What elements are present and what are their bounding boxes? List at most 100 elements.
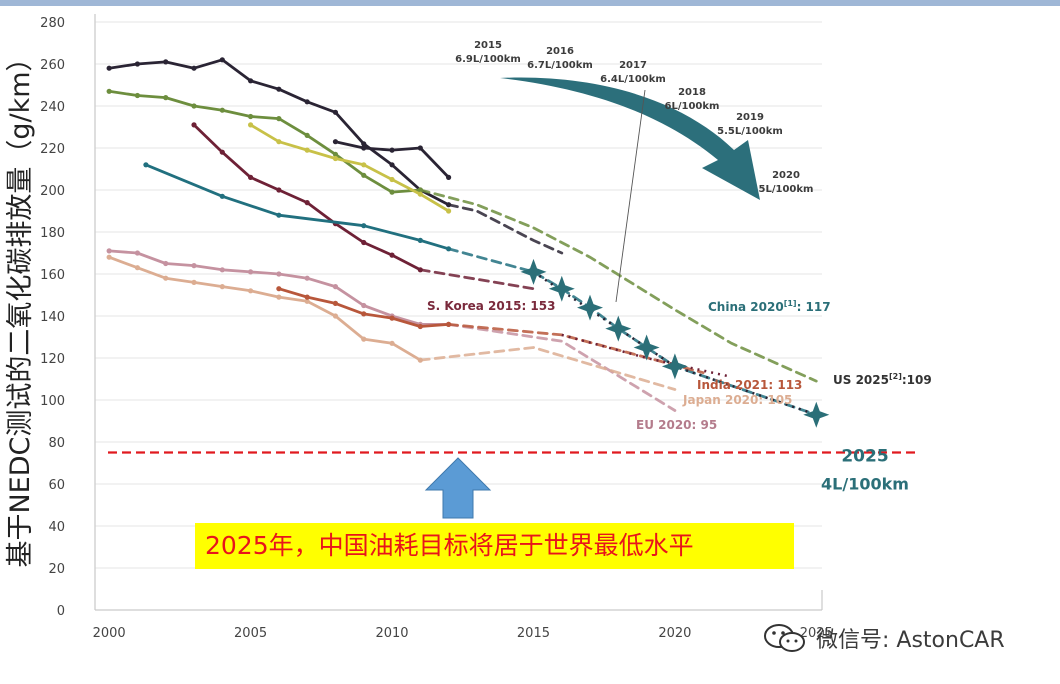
- watermark: 微信号: AstonCAR: [762, 620, 1005, 656]
- data-point: [276, 139, 282, 145]
- data-point: [417, 323, 423, 330]
- data-point: [106, 248, 112, 254]
- annotation-china-superscript: [1]: [784, 299, 797, 308]
- annotation-s-korea: S. Korea 2015: 153: [427, 299, 555, 313]
- y-axis-label: 基于NEDC测试的二氧化碳排放量（g/km）: [5, 44, 36, 568]
- data-point: [417, 145, 423, 151]
- target-star-marker: [577, 294, 603, 321]
- series-target-line: [418, 268, 535, 291]
- data-point: [304, 298, 310, 304]
- year-step-value: 5.5L/100km: [717, 126, 783, 137]
- annotation-eu: EU 2020: 95: [636, 418, 717, 432]
- data-point: [219, 193, 225, 199]
- annotation-us: US 2025[2]:109: [833, 372, 932, 387]
- target-star-marker: [605, 315, 632, 342]
- year-step-label: 2020: [772, 170, 800, 181]
- y-tick-label: 280: [40, 16, 65, 31]
- data-point: [191, 103, 197, 109]
- projection-dotted-line: [532, 270, 817, 416]
- data-point: [276, 294, 282, 300]
- data-point: [361, 141, 367, 147]
- year-step-value: 6.7L/100km: [527, 60, 593, 71]
- series-target-line: [447, 322, 677, 412]
- data-point: [332, 139, 339, 145]
- up-arrow: [424, 457, 492, 519]
- series-line: [145, 163, 449, 251]
- y-tick-label: 140: [40, 310, 65, 325]
- data-point: [219, 149, 225, 155]
- series-line: [108, 255, 422, 362]
- data-point: [247, 122, 254, 128]
- x-tick-label: 2005: [234, 626, 267, 641]
- trend-arrow: [500, 77, 760, 200]
- data-point: [332, 109, 339, 115]
- data-point: [417, 357, 423, 363]
- y-tick-label: 220: [40, 142, 65, 157]
- target-star-marker: [520, 258, 547, 285]
- data-point: [389, 162, 395, 168]
- target-star-marker: [548, 275, 575, 302]
- data-point: [134, 61, 141, 67]
- data-point: [219, 284, 225, 290]
- target-star-marker: [633, 334, 660, 361]
- data-point: [332, 151, 339, 157]
- series-line: [108, 89, 421, 194]
- leader-line: [615, 89, 646, 303]
- data-point: [389, 189, 395, 195]
- data-point: [389, 252, 395, 258]
- data-point: [417, 191, 423, 197]
- annotation-us-value: :109: [902, 373, 932, 387]
- data-point: [219, 267, 225, 273]
- data-point: [361, 311, 367, 317]
- data-point: [276, 86, 282, 92]
- data-point: [134, 265, 141, 271]
- annotation-india: India 2021: 113: [697, 378, 802, 392]
- data-point: [361, 239, 367, 246]
- data-point: [332, 300, 339, 306]
- data-point: [389, 340, 395, 346]
- reference-year-label: 2025: [841, 447, 888, 467]
- data-point: [247, 113, 254, 120]
- x-tick-label: 2020: [658, 626, 691, 641]
- data-point: [276, 271, 282, 277]
- year-step-value: 6.4L/100km: [600, 74, 666, 85]
- year-step-label: 2015: [474, 40, 502, 51]
- series-line: [335, 140, 450, 179]
- data-point: [247, 174, 254, 180]
- data-point: [445, 321, 452, 327]
- data-point: [361, 145, 367, 151]
- y-tick-label: 120: [40, 352, 65, 367]
- x-tick-label: 2025: [800, 626, 833, 641]
- data-point: [276, 286, 282, 292]
- data-point: [219, 57, 225, 63]
- year-step-value: 6L/100km: [665, 101, 720, 112]
- data-point: [304, 200, 310, 206]
- data-point: [445, 202, 452, 208]
- headline-banner: 2025年，中国油耗目标将居于世界最低水平: [195, 523, 794, 569]
- annotation-china: China 2020[1]: 117: [708, 299, 831, 314]
- data-point: [191, 279, 197, 285]
- data-point: [361, 302, 367, 309]
- data-point: [276, 116, 282, 122]
- y-tick-label: 200: [40, 184, 65, 199]
- wechat-icon: [764, 624, 805, 652]
- data-point: [106, 254, 112, 260]
- data-point: [361, 172, 367, 178]
- series-target-line: [418, 346, 677, 391]
- data-point: [276, 212, 282, 218]
- data-point: [163, 95, 169, 101]
- data-point: [191, 263, 197, 269]
- data-point: [304, 275, 310, 281]
- data-point: [304, 147, 310, 153]
- y-tick-label: 80: [48, 436, 65, 451]
- y-tick-label: 60: [48, 478, 65, 493]
- y-tick-label: 0: [57, 604, 65, 619]
- data-point: [332, 284, 339, 290]
- y-tick-label: 100: [40, 394, 65, 409]
- data-point: [134, 92, 141, 99]
- data-point: [163, 59, 169, 65]
- data-point: [304, 132, 310, 138]
- x-tick-label: 2015: [517, 626, 550, 641]
- data-point: [361, 162, 367, 168]
